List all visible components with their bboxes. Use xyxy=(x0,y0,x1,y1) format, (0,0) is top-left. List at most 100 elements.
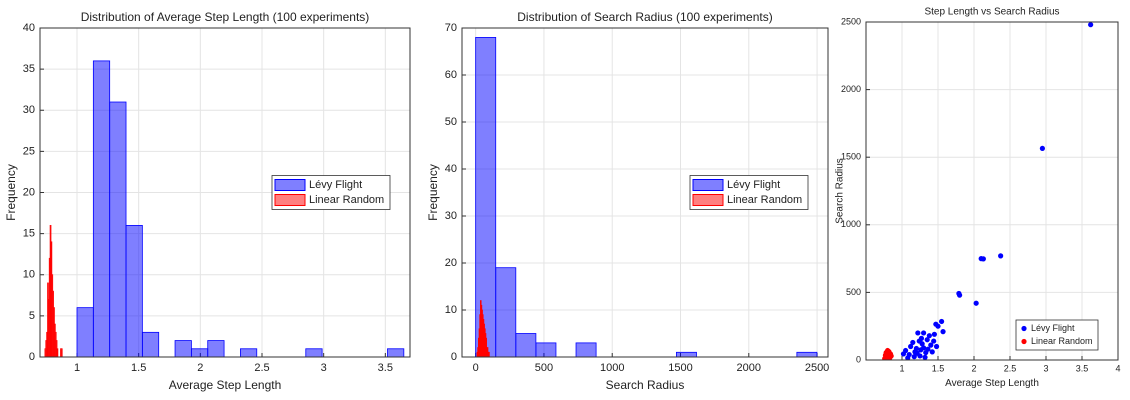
legend-swatch xyxy=(274,194,306,206)
x-tick-label: 3.5 xyxy=(1076,363,1089,373)
histogram-bar xyxy=(92,60,111,357)
y-tick-label: 5 xyxy=(29,310,35,322)
axes-box xyxy=(865,21,1119,361)
scatter-point xyxy=(926,333,932,339)
scatter-point xyxy=(911,354,917,360)
scatter-point xyxy=(1088,22,1094,28)
y-tick-label: 50 xyxy=(445,116,457,128)
y-tick-label: 60 xyxy=(445,69,457,81)
scatter-point xyxy=(933,343,940,350)
histogram-bar xyxy=(207,340,225,357)
x-tick-label: 2500 xyxy=(805,362,829,374)
x-tick-label: 0 xyxy=(473,362,479,374)
scatter-point xyxy=(910,339,916,346)
histogram-bar xyxy=(174,340,192,357)
histogram-bar xyxy=(488,351,490,357)
y-tick-label: 30 xyxy=(23,104,35,116)
histogram-bar xyxy=(796,351,818,357)
x-tick-label: 4 xyxy=(1115,363,1120,373)
y-tick-label: 10 xyxy=(445,304,457,316)
y-tick-label: 70 xyxy=(445,22,457,34)
histogram-bar xyxy=(190,348,209,357)
scatter-point xyxy=(931,338,937,344)
scatter-point xyxy=(888,353,894,359)
y-tick-label: 0 xyxy=(29,351,35,363)
x-tick-label: 1500 xyxy=(668,362,692,374)
y-tick-label: 2500 xyxy=(841,16,861,26)
histogram-bar xyxy=(109,101,127,357)
y-axis-label: Frequency xyxy=(426,164,440,221)
histogram-bar xyxy=(60,348,63,357)
scatter-point xyxy=(1039,145,1045,152)
axes-box xyxy=(461,27,829,358)
scatter-point xyxy=(915,330,921,336)
x-tick-label: 1.5 xyxy=(131,362,146,374)
y-tick-label: 0 xyxy=(451,351,457,363)
x-tick-label: 2.5 xyxy=(254,362,269,374)
scatter-point xyxy=(939,318,945,325)
legend-swatch xyxy=(692,194,724,206)
scatter-point xyxy=(931,331,938,337)
marks xyxy=(44,60,405,357)
legend-label: Lévy Flight xyxy=(309,179,362,191)
y-tick-label: 1500 xyxy=(841,152,861,162)
histogram-bar xyxy=(125,224,143,357)
axes-box xyxy=(39,27,411,358)
y-tick-label: 15 xyxy=(23,228,35,240)
histogram-bar xyxy=(475,37,497,357)
scatter-point xyxy=(980,256,986,262)
legend-label: Lévy Flight xyxy=(1031,323,1075,333)
histogram-bar xyxy=(240,348,258,357)
scatter-point xyxy=(935,323,941,329)
legend-swatch xyxy=(274,179,306,191)
y-tick-label: 20 xyxy=(445,257,457,269)
y-tick-label: 40 xyxy=(445,163,457,175)
scatter-point xyxy=(921,330,927,336)
y-tick-label: 2000 xyxy=(841,84,861,94)
scatter-point xyxy=(922,354,928,360)
histogram-bar xyxy=(676,351,697,357)
y-tick-label: 10 xyxy=(23,269,35,281)
y-tick-label: 25 xyxy=(23,145,35,157)
legend: Lévy Flight Linear Random xyxy=(1015,319,1099,351)
scatter-point xyxy=(913,345,920,352)
x-tick-label: 2.5 xyxy=(1004,363,1017,373)
y-tick-label: 20 xyxy=(23,186,35,198)
scatter-point xyxy=(908,343,914,350)
y-tick-label: 1000 xyxy=(841,219,861,229)
scatter-point xyxy=(905,355,911,360)
y-tick-label: 0 xyxy=(856,354,861,364)
x-tick-label: 2000 xyxy=(737,362,761,374)
histogram-bar xyxy=(535,342,557,357)
histogram-bar xyxy=(387,348,405,357)
scatter-point xyxy=(973,300,979,306)
scatter-point xyxy=(916,338,922,344)
x-tick-label: 1 xyxy=(899,363,904,373)
chart-title: Distribution of Search Radius (100 exper… xyxy=(517,10,772,24)
x-tick-label: 1 xyxy=(74,362,80,374)
x-tick-label: 3 xyxy=(321,362,327,374)
histogram-bar xyxy=(515,333,537,357)
legend-swatch xyxy=(692,179,724,191)
scatter-point xyxy=(929,349,935,355)
marks xyxy=(882,22,1094,360)
plot-area xyxy=(866,22,1118,360)
x-axis-label: Average Step Length xyxy=(169,378,282,392)
x-axis-label: Average Step Length xyxy=(945,378,1039,389)
legend-swatch xyxy=(1021,325,1027,332)
x-tick-label: 3.5 xyxy=(378,362,393,374)
histogram-bar xyxy=(305,348,323,357)
y-tick-label: 30 xyxy=(445,210,457,222)
legend-label: Linear Random xyxy=(727,194,802,206)
scatter-point xyxy=(925,346,931,352)
chart-title: Distribution of Average Step Length (100… xyxy=(81,10,370,24)
legend-label: Linear Random xyxy=(309,194,384,206)
scatter-point xyxy=(885,348,891,354)
marks xyxy=(475,37,818,357)
y-tick-label: 500 xyxy=(846,287,861,297)
legend-label: Lévy Flight xyxy=(727,179,780,191)
y-tick-label: 35 xyxy=(23,63,35,75)
histogram-bar xyxy=(76,307,94,357)
